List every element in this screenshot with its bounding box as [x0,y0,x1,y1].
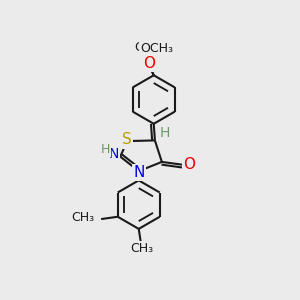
Text: OCH₃: OCH₃ [134,41,167,54]
Text: H: H [160,126,170,140]
Text: O: O [143,56,155,71]
Text: OCH₃: OCH₃ [140,42,173,55]
Text: N: N [133,165,144,180]
Text: H: H [100,143,110,156]
Text: S: S [122,132,132,147]
Text: O: O [183,158,195,172]
Text: O: O [142,56,154,71]
Text: CH₃: CH₃ [130,242,154,256]
Text: CH₃: CH₃ [71,212,94,224]
Text: N: N [109,147,119,161]
